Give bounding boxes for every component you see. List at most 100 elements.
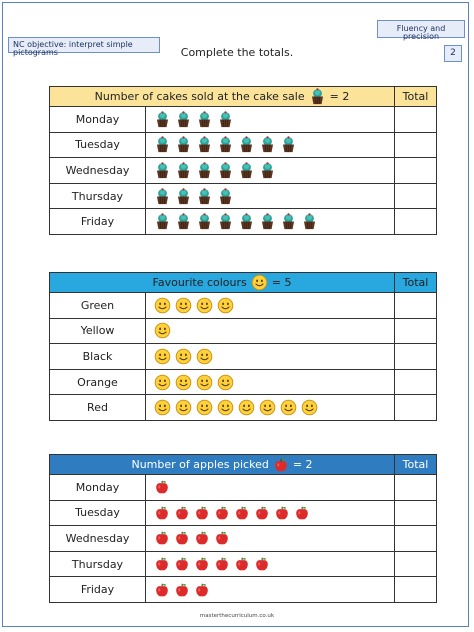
smiley-icon [196, 399, 213, 416]
table-header-row: Favourite colours = 5 Total [49, 272, 437, 293]
cupcake-icon [154, 111, 171, 128]
apple-icon [214, 530, 230, 546]
row-label: Thursday [49, 182, 146, 210]
pictogram-cell [145, 292, 395, 319]
smiley-icon [154, 399, 171, 416]
total-answer-box[interactable] [394, 394, 437, 421]
table-row: Black [49, 343, 437, 370]
apple-icon [174, 505, 190, 521]
smiley-icon [251, 274, 268, 291]
total-header: Total [394, 454, 438, 475]
total-answer-box[interactable] [394, 499, 438, 527]
apple-icon [273, 457, 289, 473]
smiley-icon [301, 399, 318, 416]
apple-icon [274, 505, 290, 521]
cupcake-icon [154, 213, 171, 230]
total-answer-box[interactable] [394, 157, 437, 184]
apple-icon [174, 556, 190, 572]
total-answer-box[interactable] [394, 106, 437, 133]
table-row: Tuesday [49, 131, 437, 159]
total-answer-box[interactable] [394, 576, 438, 603]
apples-pictogram-table: Number of apples picked = 2 Total Monday Tue… [48, 454, 438, 603]
cupcake-icon [175, 213, 192, 230]
pictogram-cell [144, 525, 396, 552]
smiley-icon [259, 399, 276, 416]
apple-icon [294, 505, 310, 521]
row-label: Green [49, 292, 146, 319]
smiley-icon [175, 374, 192, 391]
key-value: = 5 [271, 276, 292, 289]
smiley-icon [217, 297, 234, 314]
cupcake-icon [154, 136, 171, 153]
pictogram-cell [145, 131, 395, 159]
total-answer-box[interactable] [394, 474, 438, 501]
total-answer-box[interactable] [394, 343, 437, 370]
pictogram-cell [145, 394, 395, 421]
apple-icon [254, 505, 270, 521]
cupcake-icon [238, 136, 255, 153]
row-label: Black [49, 343, 146, 370]
instruction-text: Complete the totals. [180, 46, 294, 59]
row-label: Friday [49, 208, 146, 235]
total-answer-box[interactable] [394, 368, 437, 396]
apple-icon [174, 530, 190, 546]
table-row: Red [49, 394, 437, 421]
cupcake-icon [280, 136, 297, 153]
apple-icon [194, 530, 210, 546]
smiley-icon [154, 297, 171, 314]
key-value: = 2 [292, 458, 313, 471]
cupcake-icon [217, 111, 234, 128]
row-label: Tuesday [49, 499, 146, 527]
pictogram-cell [144, 499, 396, 527]
table-row: Wednesday [49, 157, 437, 184]
row-label: Yellow [49, 317, 146, 345]
cupcake-icon [238, 162, 255, 179]
table-row: Tuesday [49, 499, 438, 527]
apple-icon [254, 556, 270, 572]
smiley-icon [154, 348, 171, 365]
pictogram-cell [145, 182, 395, 210]
total-answer-box[interactable] [394, 292, 437, 319]
cupcake-icon [196, 187, 213, 205]
pictogram-cell [144, 550, 396, 578]
pictogram-cell [144, 474, 396, 501]
table-row: Friday [49, 576, 438, 603]
pictogram-cell [145, 106, 395, 133]
apple-icon [154, 556, 170, 572]
total-answer-box[interactable] [394, 131, 437, 159]
total-header: Total [394, 272, 437, 293]
cupcake-icon [301, 213, 318, 230]
pictogram-cell [145, 157, 395, 184]
cupcake-icon [309, 88, 326, 105]
cupcake-icon [259, 162, 276, 179]
cupcake-icon [217, 162, 234, 179]
table-header-row: Number of apples picked = 2 Total [48, 454, 438, 475]
total-answer-box[interactable] [394, 182, 437, 210]
smiley-icon [217, 374, 234, 391]
pictogram-cell [145, 343, 395, 370]
table-row: Yellow [49, 317, 437, 345]
table-title-cell: Number of apples picked = 2 [48, 454, 396, 475]
row-label: Wednesday [49, 525, 146, 552]
total-answer-box[interactable] [394, 525, 438, 552]
row-label: Wednesday [49, 157, 146, 184]
cupcake-icon [154, 162, 171, 179]
cupcake-icon [175, 111, 192, 128]
smiley-icon [196, 374, 213, 391]
pictogram-cell [145, 368, 395, 396]
table-title: Favourite colours [152, 276, 247, 289]
smiley-icon [280, 399, 297, 416]
total-answer-box[interactable] [394, 550, 438, 578]
smiley-icon [175, 297, 192, 314]
smiley-icon [175, 348, 192, 365]
total-answer-box[interactable] [394, 208, 437, 235]
table-title: Number of cakes sold at the cake sale [94, 90, 305, 103]
apple-icon [234, 556, 250, 572]
page-number: 2 [444, 45, 462, 62]
total-answer-box[interactable] [394, 317, 437, 345]
cupcake-icon [217, 213, 234, 230]
apple-icon [174, 582, 190, 598]
page-border [2, 2, 469, 627]
objective-label: NC objective: interpret simple pictogram… [8, 37, 160, 57]
fluency-badge: Fluency and precision [377, 20, 465, 41]
